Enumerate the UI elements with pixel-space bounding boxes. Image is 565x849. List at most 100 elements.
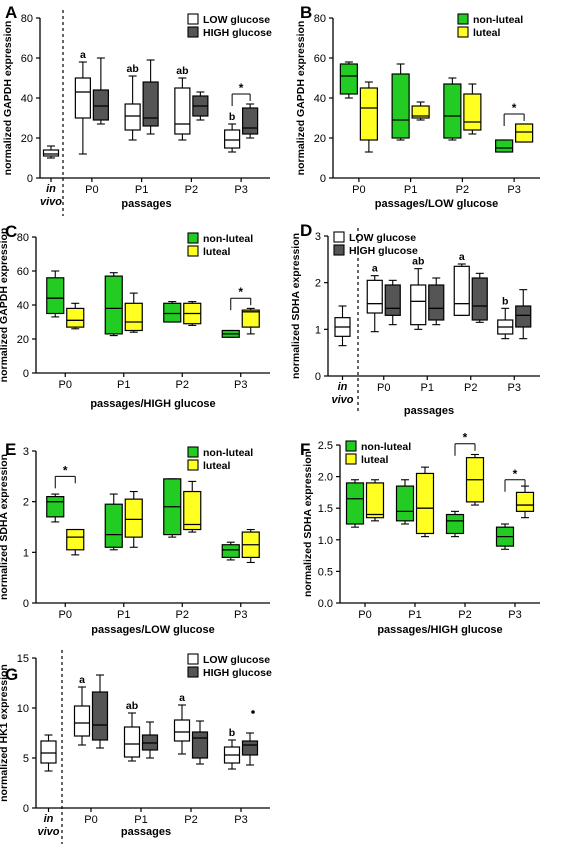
- box-luteal: [515, 485, 535, 519]
- panel-c: C 0 20 40 60 80 normalized GAPDH expression P0 P…: [0, 222, 270, 410]
- legend-label: luteal: [203, 460, 231, 472]
- y-tick-label: 0: [23, 598, 29, 610]
- legend-swatch: [187, 666, 199, 678]
- box-iqr: [74, 77, 91, 119]
- x-tick-label: P1: [117, 379, 130, 391]
- box-low-glucose: b: [223, 727, 241, 770]
- box-iqr: [242, 107, 259, 135]
- box-iqr: [443, 83, 462, 139]
- box-iqr: [46, 277, 65, 315]
- box-iqr: [123, 726, 141, 758]
- box-iqr: [183, 490, 202, 531]
- y-tick-label: 10: [17, 703, 29, 715]
- y-tick-label: 20: [17, 334, 29, 346]
- box-high-glucose: [515, 289, 532, 340]
- legend-label: HIGH glucose: [203, 667, 272, 679]
- x-tick-label: P2: [176, 609, 189, 621]
- box-low-glucose: a: [366, 263, 383, 333]
- bracket-star: *: [513, 467, 518, 481]
- legend-label: LOW glucose: [349, 232, 416, 244]
- box-in-vivo: [42, 145, 60, 159]
- x-tick-label: P3: [508, 382, 521, 394]
- box-non-luteal: [46, 270, 65, 318]
- box-non-luteal: [221, 329, 240, 338]
- box-iqr: [191, 731, 209, 759]
- legend-label: LOW glucose: [203, 654, 270, 666]
- x-tick-label: P2: [176, 379, 189, 391]
- box-iqr: [411, 105, 430, 119]
- box-in-vivo: [40, 734, 57, 772]
- panel-f: F 0.0 0.5 1.0 1.5 2.0 2.5 normalized SDHA expre…: [300, 431, 540, 636]
- box-iqr: [391, 73, 410, 139]
- significance-bracket: *: [54, 463, 76, 489]
- x-tick-label: P0: [352, 184, 365, 196]
- box-non-luteal: [443, 77, 462, 141]
- box-non-luteal: [495, 523, 515, 550]
- panel-letter: B: [300, 3, 312, 22]
- box-luteal: [66, 528, 85, 556]
- y-tick-label: 5: [23, 753, 29, 765]
- x-tick-label: P2: [464, 382, 477, 394]
- box-iqr: [66, 528, 85, 551]
- x-tick-label: P0: [84, 814, 97, 826]
- y-tick-label: 80: [314, 13, 326, 25]
- bracket-star: *: [239, 81, 244, 95]
- box-luteal: [241, 307, 260, 335]
- legend-swatch: [187, 653, 199, 665]
- box-iqr: [241, 309, 260, 328]
- box-iqr: [428, 284, 445, 321]
- box-in-vivo: [334, 305, 351, 347]
- significance-letter: b: [229, 111, 235, 123]
- legend-label: non-luteal: [203, 233, 253, 245]
- box-luteal: [365, 479, 385, 522]
- significance-bracket: *: [230, 285, 252, 311]
- box-non-luteal: [395, 479, 415, 525]
- significance-letter: a: [372, 263, 378, 275]
- panel-letter: G: [5, 665, 18, 684]
- y-tick-label: 60: [314, 53, 326, 65]
- box-iqr: [142, 81, 159, 127]
- legend-swatch: [345, 440, 357, 452]
- y-axis-title: normalized GAPDH expression: [295, 21, 307, 176]
- box-iqr: [515, 491, 535, 512]
- box-luteal: [515, 123, 534, 143]
- y-tick-label: 15: [17, 653, 29, 665]
- x-tick-label: P0: [377, 382, 390, 394]
- panel-a: A 0 20 40 60 80 normalized GAPDH expression inv…: [2, 3, 272, 216]
- legend-label: HIGH glucose: [203, 27, 272, 39]
- panel-b: B 0 20 40 60 80 normalized GAPDH expression P0 P…: [295, 3, 540, 210]
- legend-swatch: [333, 244, 345, 256]
- box-high-glucose: [91, 674, 109, 749]
- legend-swatch: [187, 26, 199, 38]
- x-tick-label: in: [338, 381, 348, 393]
- panel-letter: E: [5, 440, 16, 459]
- box-non-luteal: [339, 61, 358, 99]
- x-tick-label: P3: [507, 184, 520, 196]
- x-tick-label: P2: [185, 184, 198, 196]
- legend-label: luteal: [203, 246, 231, 258]
- legend-label: non-luteal: [203, 447, 253, 459]
- box-low-glucose: a: [453, 251, 470, 316]
- x-tick-label: P1: [135, 184, 148, 196]
- y-tick-label: 0: [23, 803, 29, 815]
- significance-letter: b: [229, 727, 235, 739]
- significance-bracket: *: [504, 467, 526, 492]
- box-low-glucose: a: [173, 692, 191, 755]
- significance-letter: ab: [126, 700, 138, 712]
- box-non-luteal: [495, 139, 514, 153]
- box-iqr: [124, 498, 143, 538]
- box-non-luteal: [391, 63, 410, 141]
- x-axis-title: passages: [121, 198, 171, 210]
- box-iqr: [515, 123, 534, 143]
- y-axis-title: normalized HK1 expression: [0, 664, 10, 802]
- y-tick-label: 1: [315, 324, 321, 336]
- significance-bracket: *: [454, 431, 476, 456]
- legend-swatch: [333, 231, 345, 243]
- box-low-glucose: ab: [124, 63, 141, 141]
- x-tick-label: vivo: [40, 196, 62, 208]
